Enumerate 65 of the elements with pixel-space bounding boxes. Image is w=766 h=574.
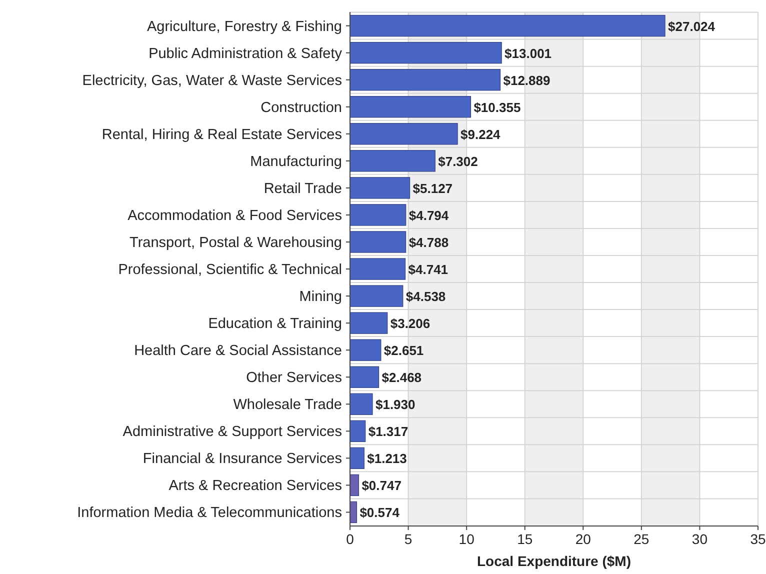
- y-tick-label: Retail Trade: [264, 180, 342, 197]
- y-tick-label: Construction: [260, 100, 342, 116]
- bar: [350, 420, 366, 442]
- data-label: $27.024: [668, 18, 716, 34]
- bar: [350, 258, 406, 280]
- bar: [350, 474, 360, 496]
- y-tick-label: Financial & Insurance Services: [142, 451, 342, 468]
- x-tick-label: 35: [750, 531, 766, 547]
- data-label: $3.206: [390, 316, 430, 332]
- x-tick-label: 5: [404, 531, 412, 547]
- data-label: $1.930: [376, 397, 416, 412]
- data-label: $12.889: [503, 72, 550, 88]
- data-label: $4.788: [408, 234, 449, 250]
- y-tick-label: Rental, Hiring & Real Estate Services: [102, 126, 342, 143]
- bar: [350, 393, 373, 415]
- y-tick-label: Electricity, Gas, Water & Waste Services: [82, 72, 342, 89]
- y-tick-label: Manufacturing: [250, 154, 342, 170]
- data-label: $1.317: [368, 424, 408, 440]
- bar: [350, 312, 388, 334]
- x-axis-title: Local Expenditure ($M): [476, 553, 632, 569]
- data-label: $0.747: [362, 478, 402, 494]
- x-tick-label: 0: [346, 531, 354, 547]
- x-tick-label: 20: [575, 531, 592, 547]
- data-label: $7.302: [438, 154, 478, 169]
- bar: [350, 96, 472, 118]
- bar: [350, 447, 364, 470]
- bar: [350, 366, 380, 388]
- bar: [350, 285, 404, 307]
- data-label: $4.538: [406, 289, 446, 304]
- x-tick-label: 30: [692, 531, 708, 547]
- bar: [350, 150, 436, 172]
- y-tick-label: Transport, Postal & Warehousing: [130, 234, 342, 251]
- y-tick-label: Professional, Scientific & Technical: [118, 262, 342, 278]
- data-label: $5.127: [412, 180, 453, 196]
- bar: [350, 177, 410, 199]
- y-tick-label: Agriculture, Forestry & Fishing: [146, 18, 342, 35]
- data-label: $9.224: [460, 126, 502, 142]
- x-tick-label: 25: [634, 531, 650, 547]
- x-tick-label: 10: [458, 531, 475, 547]
- bar: [350, 231, 406, 253]
- data-label: $4.741: [408, 262, 448, 277]
- y-tick-label: Education & Training: [208, 316, 342, 332]
- data-label: $10.355: [474, 100, 521, 115]
- data-label: $2.468: [382, 370, 422, 386]
- y-tick-label: Arts & Recreation Services: [168, 478, 342, 494]
- y-tick-label: Health Care & Social Assistance: [134, 343, 342, 360]
- data-label: $13.001: [504, 46, 552, 61]
- data-label: $1.213: [367, 451, 407, 466]
- bar: [350, 42, 502, 64]
- y-tick-label: Other Services: [246, 370, 342, 386]
- bar: [350, 339, 382, 361]
- y-tick-label: Wholesale Trade: [233, 397, 342, 414]
- bar: [350, 14, 666, 37]
- y-tick-label: Accommodation & Food Services: [128, 208, 342, 224]
- x-tick-label: 15: [517, 531, 533, 547]
- data-label: $4.794: [408, 208, 450, 223]
- bar: [350, 204, 406, 226]
- data-label: $2.651: [384, 343, 424, 358]
- y-tick-label: Information Media & Telecommunications: [77, 505, 342, 522]
- y-tick-label: Administrative & Support Services: [122, 424, 342, 440]
- y-tick-label: Public Administration & Safety: [148, 46, 343, 62]
- bar: [350, 68, 501, 91]
- data-label: $0.574: [360, 505, 400, 520]
- y-tick-label: Mining: [299, 289, 342, 306]
- bar: [350, 123, 458, 145]
